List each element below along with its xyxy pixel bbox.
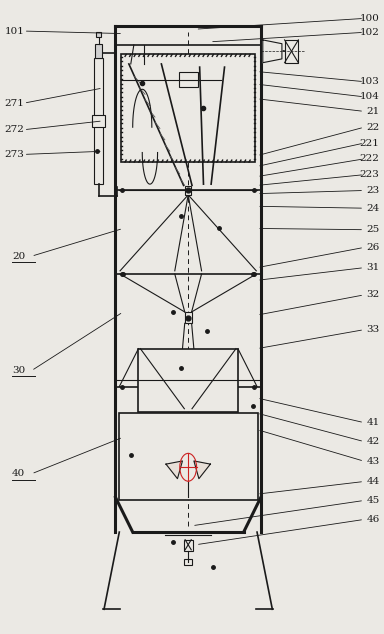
- Text: 20: 20: [12, 252, 25, 261]
- Polygon shape: [263, 40, 282, 63]
- Bar: [139, 349, 238, 412]
- Text: 24: 24: [366, 204, 379, 212]
- Bar: [184, 540, 193, 551]
- Bar: [185, 312, 192, 323]
- Text: 43: 43: [366, 456, 379, 466]
- Text: 44: 44: [366, 477, 379, 486]
- Text: 32: 32: [366, 290, 379, 299]
- Text: 33: 33: [366, 325, 379, 334]
- Bar: [285, 40, 298, 63]
- Text: 22: 22: [366, 123, 379, 132]
- Bar: [95, 44, 102, 58]
- Text: 101: 101: [5, 27, 25, 36]
- Polygon shape: [194, 461, 210, 479]
- Text: 221: 221: [359, 139, 379, 148]
- Text: 42: 42: [366, 437, 379, 446]
- Bar: [96, 32, 101, 37]
- Text: 272: 272: [5, 126, 25, 134]
- Text: 25: 25: [366, 225, 379, 234]
- Text: 273: 273: [5, 150, 25, 159]
- Polygon shape: [166, 461, 182, 479]
- Bar: [121, 55, 255, 162]
- Text: 46: 46: [366, 515, 379, 524]
- Text: 21: 21: [366, 107, 379, 116]
- Text: 40: 40: [12, 469, 25, 479]
- Text: 104: 104: [359, 93, 379, 101]
- Text: 41: 41: [366, 418, 379, 427]
- Text: 30: 30: [12, 366, 25, 375]
- Text: 31: 31: [366, 263, 379, 272]
- Text: 222: 222: [359, 154, 379, 164]
- Bar: [119, 413, 258, 500]
- Text: 23: 23: [366, 186, 379, 195]
- Text: 26: 26: [366, 243, 379, 252]
- Text: 271: 271: [5, 99, 25, 108]
- Bar: [184, 559, 192, 565]
- Text: 102: 102: [359, 28, 379, 37]
- Text: 223: 223: [359, 170, 379, 179]
- Bar: [185, 186, 191, 195]
- Text: 103: 103: [359, 77, 379, 86]
- Bar: [92, 115, 105, 127]
- Bar: [94, 58, 103, 184]
- Text: 100: 100: [359, 14, 379, 23]
- Bar: [179, 72, 198, 87]
- Text: 45: 45: [366, 496, 379, 505]
